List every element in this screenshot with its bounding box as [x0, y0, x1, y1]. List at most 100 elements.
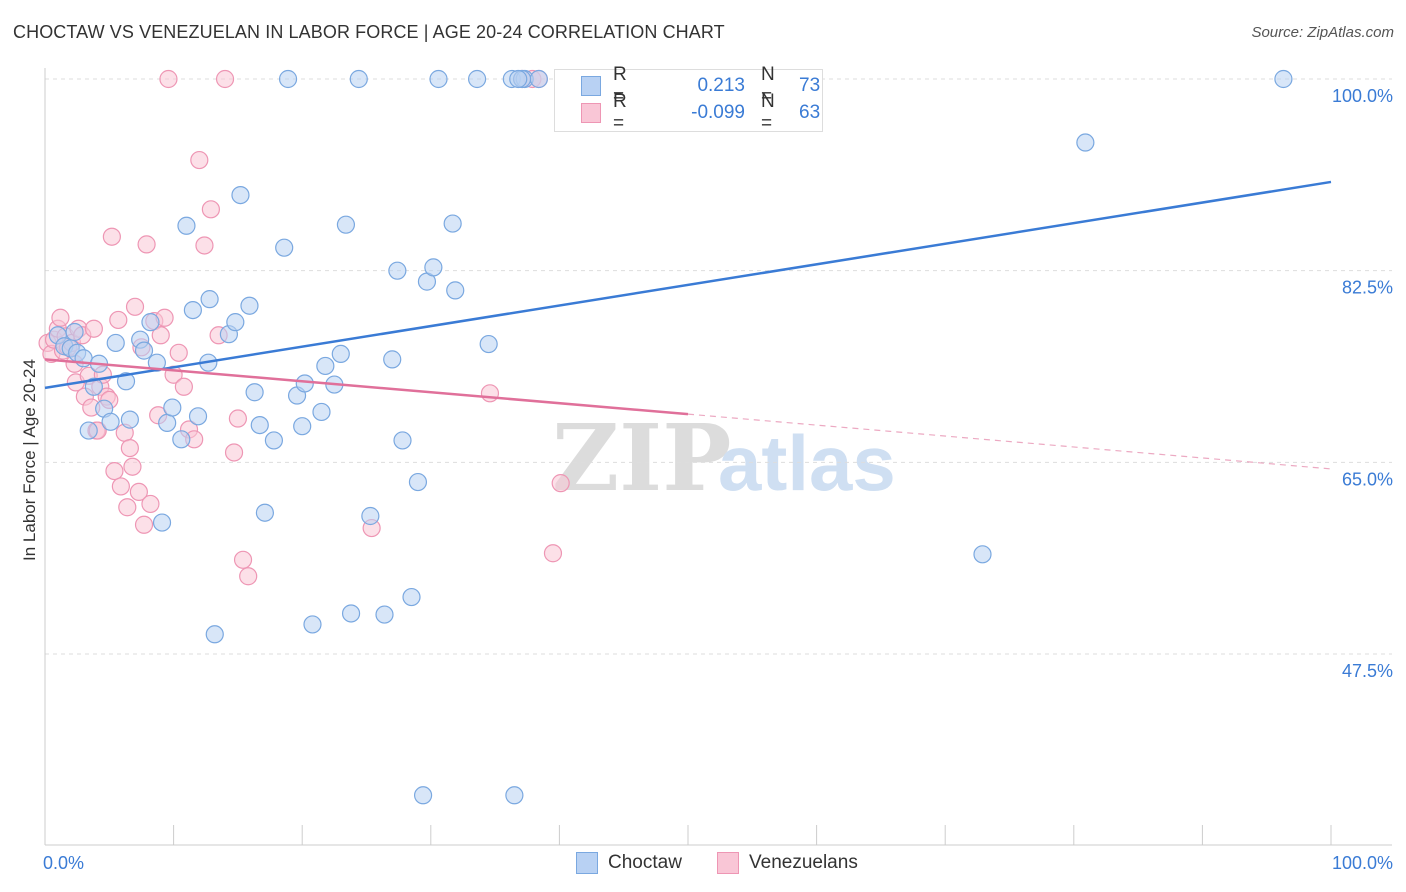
venezuelans-points [38, 69, 570, 586]
choctaw-point [429, 69, 448, 89]
choctaw-n-label: N = [761, 64, 775, 107]
venezuelans-legend-label: Venezuelans [749, 852, 858, 873]
choctaw-r-label: R = [613, 64, 627, 107]
choctaw-legend-swatch [576, 852, 598, 874]
choctaw-point [331, 344, 350, 364]
venezuelans-point [480, 384, 500, 403]
choctaw-point [312, 402, 331, 422]
choctaw-point [402, 587, 421, 607]
x-tick-label-min: 0.0% [43, 853, 84, 873]
venezuelans-point [105, 461, 124, 481]
choctaw-point [509, 69, 528, 89]
choctaw-point [106, 333, 125, 353]
venezuelans-point [169, 343, 188, 362]
choctaw-point [349, 69, 368, 89]
venezuelans-point [137, 235, 156, 254]
choctaw-point [65, 322, 84, 342]
legend-item-venezuelans[interactable]: Venezuelans [717, 852, 858, 874]
y-tick-label: 65.0% [1342, 469, 1393, 489]
venezuelans-point [51, 308, 70, 327]
choctaw-point [188, 407, 208, 426]
watermark-atlas: atlas [718, 419, 896, 507]
choctaw-point [177, 216, 196, 235]
stats-legend: R = 0.213 N = 73 R = -0.099 N = 63 [554, 64, 823, 134]
venezuelans-point [239, 567, 258, 586]
choctaw-point [388, 261, 407, 280]
choctaw-point [134, 341, 154, 360]
venezuelans-r-label: R = [613, 91, 627, 134]
choctaw-point [255, 503, 275, 522]
venezuelans-point [190, 150, 209, 170]
venezuelans-point [201, 200, 220, 219]
venezuelans-n-label: N = [761, 91, 775, 134]
venezuelans-r-value: -0.099 [691, 102, 745, 123]
choctaw-point [316, 356, 335, 376]
choctaw-point [413, 786, 433, 805]
y-tick-label: 47.5% [1342, 661, 1393, 681]
venezuelans-point [233, 550, 253, 569]
choctaw-point [245, 383, 264, 402]
venezuelans-trend-extension [687, 413, 1332, 470]
venezuelans-point [111, 477, 130, 496]
choctaw-legend-label: Choctaw [608, 852, 682, 873]
choctaw-point [505, 786, 524, 805]
choctaw-point [152, 513, 172, 532]
venezuelans-point [195, 236, 214, 255]
choctaw-point [163, 398, 182, 417]
venezuelans-point [129, 482, 148, 502]
venezuelans-point [151, 326, 170, 345]
choctaw-point [226, 313, 245, 332]
choctaw-point [250, 415, 269, 435]
tick-labels: 47.5% 65.0% 82.5% 100.0% 0.0% 100.0% [43, 86, 1393, 873]
choctaw-point [973, 545, 992, 564]
choctaw-points [48, 69, 1293, 805]
venezuelans-point [141, 494, 160, 514]
venezuelans-point [123, 457, 142, 476]
venezuelans-point [109, 310, 128, 330]
gridlines [45, 78, 1392, 655]
choctaw-swatch [581, 76, 601, 96]
y-tick-label: 82.5% [1342, 278, 1393, 298]
choctaw-point [84, 377, 103, 396]
choctaw-point [383, 350, 402, 369]
choctaw-point [336, 215, 356, 234]
legend-item-choctaw[interactable]: Choctaw [576, 852, 682, 874]
choctaw-point [278, 69, 298, 89]
choctaw-n-value: 73 [799, 75, 821, 96]
y-tick-label: 100.0% [1332, 86, 1393, 106]
venezuelans-point [174, 377, 193, 396]
choctaw-point [393, 431, 412, 450]
venezuelans-point [215, 69, 235, 89]
choctaw-point [424, 258, 443, 277]
choctaw-point [101, 412, 120, 431]
choctaw-point [446, 281, 465, 300]
axes [44, 68, 1392, 846]
choctaw-point [295, 374, 314, 393]
choctaw-point [205, 625, 224, 644]
choctaw-point [231, 185, 250, 205]
choctaw-point [183, 300, 202, 320]
choctaw-point [443, 214, 462, 233]
choctaw-point [79, 421, 98, 440]
choctaw-point [200, 290, 219, 309]
venezuelans-swatch [581, 103, 601, 123]
source-credit: Source: ZipAtlas.com [1251, 24, 1394, 41]
venezuelans-point [159, 69, 178, 89]
x-tick-label-max: 100.0% [1332, 853, 1393, 873]
choctaw-point [375, 605, 394, 624]
series-legend: Choctaw Venezuelans [0, 852, 1406, 878]
chart-title: CHOCTAW VS VENEZUELAN IN LABOR FORCE | A… [13, 22, 725, 42]
venezuelans-point [118, 498, 137, 517]
choctaw-point [467, 69, 487, 89]
watermark-zip: ZIP [552, 404, 731, 512]
venezuelans-n-value: 63 [799, 102, 821, 123]
venezuelans-point [120, 438, 139, 458]
venezuelans-point [543, 544, 563, 563]
venezuelans-point [125, 297, 145, 316]
choctaw-point [293, 417, 312, 436]
choctaw-point [141, 313, 160, 332]
venezuelans-point [134, 515, 154, 534]
choctaw-point [240, 296, 259, 315]
choctaw-point [408, 472, 428, 492]
